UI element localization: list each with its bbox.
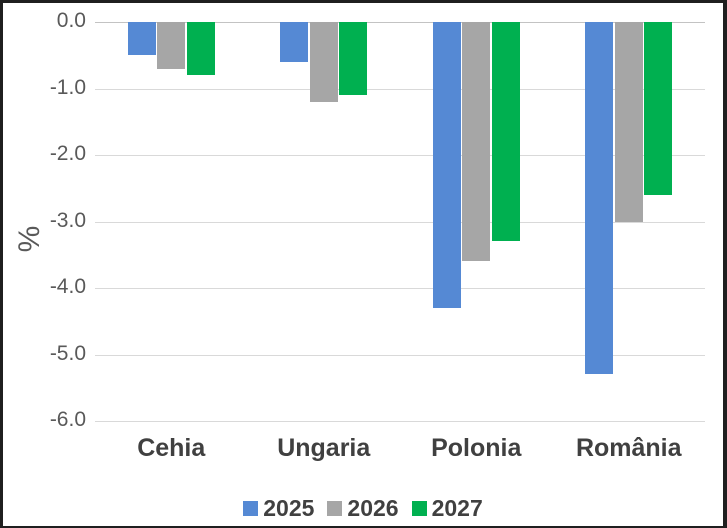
legend-swatch-icon (411, 500, 427, 516)
zero-axis-line (95, 22, 705, 23)
bar-polonia-2025 (432, 22, 461, 308)
bar-românia-2026 (614, 22, 643, 222)
legend-swatch-icon (327, 500, 343, 516)
y-tick-label: -1.0 (49, 75, 86, 99)
x-category-label-cehia: Cehia (137, 434, 206, 462)
gridline (95, 221, 705, 223)
bar-cehia-2026 (157, 22, 186, 69)
legend-item-2025: 2025 (243, 494, 315, 521)
bar-cehia-2025 (127, 22, 156, 56)
legend-item-2026: 2026 (327, 494, 399, 521)
legend-swatch-icon (243, 500, 259, 516)
x-category-label-românia: România (575, 434, 682, 462)
legend-label: 2026 (347, 494, 399, 521)
bar-polonia-2026 (462, 22, 491, 262)
gridline (95, 288, 705, 289)
y-tick-label: -4.0 (49, 275, 86, 299)
y-tick-label: -3.0 (49, 208, 86, 232)
gridline (95, 421, 705, 422)
y-tick-label: 0.0 (56, 9, 86, 33)
bar-polonia-2027 (491, 22, 520, 242)
bar-românia-2025 (585, 22, 614, 375)
bar-ungaria-2027 (339, 22, 368, 96)
y-axis-title: % (13, 225, 46, 253)
y-tick-label: -2.0 (49, 142, 86, 166)
legend-item-2027: 2027 (411, 494, 483, 521)
legend-label: 2025 (263, 494, 315, 521)
legend-label: 2027 (431, 494, 483, 521)
gridline (95, 155, 705, 156)
gridline (95, 354, 705, 356)
x-category-label-ungaria: Ungaria (277, 434, 371, 462)
x-category-label-polonia: Polonia (431, 434, 522, 462)
bar-românia-2027 (644, 22, 673, 195)
bar-cehia-2027 (186, 22, 215, 76)
legend: 2025 2026 2027 (3, 493, 723, 523)
y-tick-label: -5.0 (49, 341, 86, 365)
plot-area (95, 22, 705, 422)
gridline (95, 88, 705, 90)
bar-ungaria-2025 (280, 22, 309, 62)
y-tick-label: -6.0 (49, 408, 86, 432)
bar-ungaria-2026 (309, 22, 338, 102)
